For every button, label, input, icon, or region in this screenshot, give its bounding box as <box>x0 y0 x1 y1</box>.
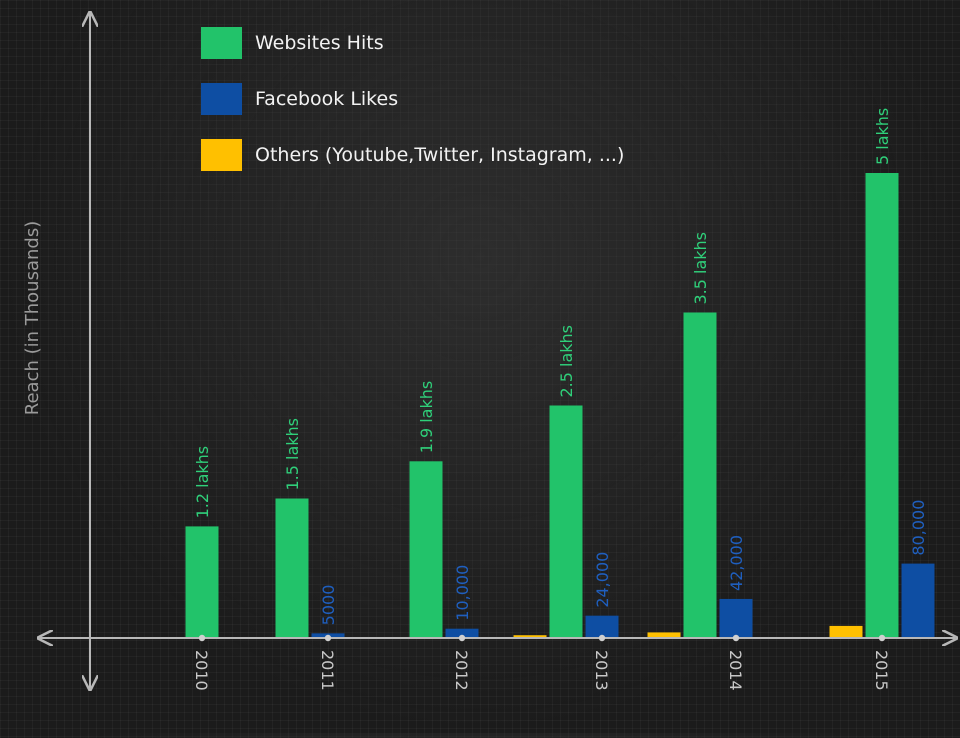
legend-swatch-websites-hits <box>201 27 242 59</box>
bar-facebook-likes-2014 <box>719 598 753 638</box>
legend-swatch-facebook-likes <box>201 83 242 115</box>
x-tick-label-2014: 2014 <box>726 650 745 691</box>
x-tick-2011 <box>324 634 332 642</box>
x-tick-2015 <box>878 634 886 642</box>
bar-websites-hits-2012 <box>409 461 443 638</box>
x-tick-2013 <box>598 634 606 642</box>
x-tick-label-2010: 2010 <box>192 650 211 691</box>
x-tick-2010 <box>198 634 206 642</box>
x-tick-2014 <box>732 634 740 642</box>
bar-websites-hits-2013 <box>549 405 583 638</box>
data-labels: 1.2 lakhs 1.5 lakhs 5000 1.9 lakhs 10,000 2.5… <box>193 108 928 626</box>
x-ticks: 2010 2011 2012 2013 2014 2015 <box>192 634 891 691</box>
x-tick-label-2011: 2011 <box>318 650 337 691</box>
bar-facebook-likes-2013 <box>585 615 619 638</box>
bar-websites-hits-2010 <box>185 526 219 638</box>
y-axis-title: Reach (in Thousands) <box>22 221 43 415</box>
x-tick-2012 <box>458 634 466 642</box>
bar-websites-hits-2014 <box>683 312 717 638</box>
data-label-facebook-likes-2012: 10,000 <box>453 565 472 621</box>
x-tick-label-2012: 2012 <box>452 650 471 691</box>
data-label-websites-hits-2013: 2.5 lakhs <box>557 325 576 398</box>
data-label-websites-hits-2014: 3.5 lakhs <box>691 232 710 305</box>
bar-others-2015 <box>829 625 863 638</box>
legend: Websites Hits Facebook Likes Others (Youtu… <box>201 27 624 171</box>
data-label-facebook-likes-2014: 42,000 <box>727 535 746 591</box>
data-label-websites-hits-2011: 1.5 lakhs <box>283 418 302 491</box>
bar-facebook-likes-2015 <box>901 563 935 638</box>
data-label-websites-hits-2015: 5 lakhs <box>873 108 892 165</box>
x-tick-label-2015: 2015 <box>872 650 891 691</box>
data-label-facebook-likes-2013: 24,000 <box>593 552 612 608</box>
legend-label-facebook-likes: Facebook Likes <box>255 88 398 110</box>
bar-websites-hits-2011 <box>275 498 309 638</box>
legend-label-websites-hits: Websites Hits <box>255 32 384 54</box>
bar-websites-hits-2015 <box>865 173 899 638</box>
data-label-websites-hits-2010: 1.2 lakhs <box>193 446 212 519</box>
legend-swatch-others <box>201 139 242 171</box>
data-label-facebook-likes-2011: 5000 <box>319 585 338 626</box>
data-label-facebook-likes-2015: 80,000 <box>909 500 928 556</box>
data-label-websites-hits-2012: 1.9 lakhs <box>417 381 436 454</box>
legend-label-others: Others (Youtube,Twitter, Instagram, ...) <box>255 144 624 166</box>
x-tick-label-2013: 2013 <box>592 650 611 691</box>
bars-layer <box>185 173 935 638</box>
